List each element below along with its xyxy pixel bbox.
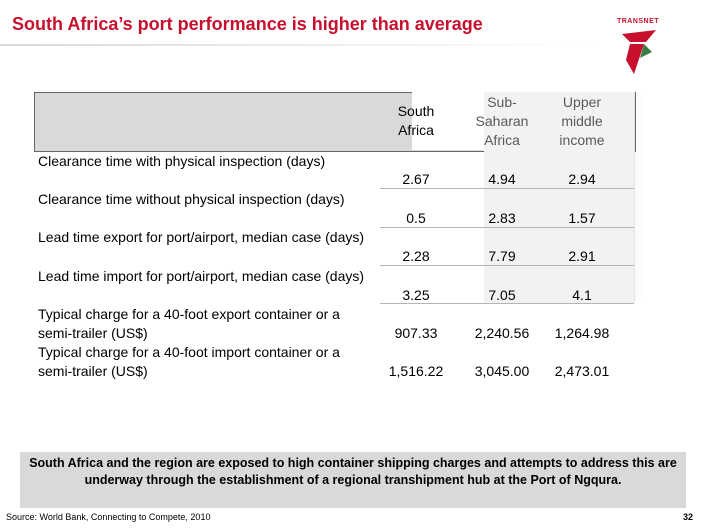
row-label: Lead time import for port/airport, media… <box>38 268 365 284</box>
row-divider <box>380 188 634 189</box>
table-cell: 2.28 <box>402 248 430 264</box>
page-number: 32 <box>683 512 694 522</box>
transnet-mark-icon <box>622 30 656 74</box>
table-cell: 1,516.22 <box>388 363 444 379</box>
row-label: Typical charge for a 40-foot export cont… <box>38 306 340 342</box>
table-cell: 3.25 <box>402 287 430 303</box>
column-shade-ssa <box>484 92 559 303</box>
comparison-table: South Africa Sub-Saharan Africa Upper mi… <box>34 92 638 384</box>
table-cell: 0.5 <box>406 210 426 226</box>
table-cell: 2.83 <box>488 210 516 226</box>
table-cell: 2.94 <box>568 171 596 187</box>
table-cell: 4.94 <box>488 171 516 187</box>
logo-wordmark: TRANSNET <box>616 18 660 25</box>
row-divider <box>380 227 634 228</box>
column-header-ssa: Sub-Saharan Africa <box>475 94 529 148</box>
table-cell: 2.91 <box>568 248 596 264</box>
callout-box <box>20 452 686 508</box>
row-label: Clearance time without physical inspecti… <box>38 191 345 207</box>
header-cell-south-africa-bg <box>412 92 484 150</box>
column-header-south-africa: South Africa <box>397 103 435 138</box>
table-cell: 2,473.01 <box>554 363 610 379</box>
table-cell: 1,264.98 <box>554 325 610 341</box>
source-note: Source: World Bank, Connecting to Compet… <box>6 512 211 522</box>
table-cell: 2.67 <box>402 171 430 187</box>
table-cell: 907.33 <box>394 325 438 341</box>
row-divider <box>380 265 634 266</box>
page-title: South Africa’s port performance is highe… <box>12 14 483 34</box>
column-shade-umi <box>558 92 635 303</box>
row-label: Lead time export for port/airport, media… <box>38 229 365 245</box>
callout-text: South Africa and the region are exposed … <box>29 456 677 487</box>
column-header-umi: Upper middle income <box>559 94 605 148</box>
table-cell: 3,045.00 <box>474 363 530 379</box>
table-cell: 4.1 <box>572 287 592 303</box>
row-label: Typical charge for a 40-foot import cont… <box>38 344 340 380</box>
row-label: Clearance time with physical inspection … <box>38 153 326 169</box>
table-cell: 7.79 <box>488 248 516 264</box>
table-cell: 2,240.56 <box>474 325 530 341</box>
title-divider <box>0 44 600 46</box>
table-cell: 1.57 <box>568 210 596 226</box>
table-cell: 7.05 <box>488 287 516 303</box>
row-divider <box>380 303 634 304</box>
transnet-logo: TRANSNET <box>608 18 668 78</box>
